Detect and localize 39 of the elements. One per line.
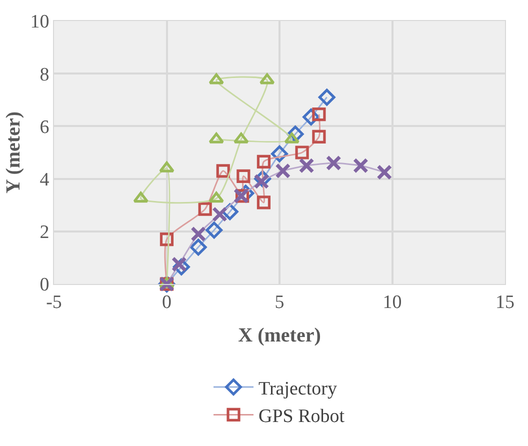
legend-label: GPS Robot xyxy=(258,406,346,428)
y-tick-label: 4 xyxy=(40,169,50,190)
x-tick-label: 10 xyxy=(382,292,402,313)
point xyxy=(133,192,148,203)
point xyxy=(298,158,314,174)
point xyxy=(212,206,228,222)
point xyxy=(208,192,224,203)
point xyxy=(234,132,249,144)
point xyxy=(254,174,270,190)
x-tick-label: 15 xyxy=(496,292,514,313)
point xyxy=(259,73,275,84)
x-tick-label: 0 xyxy=(162,292,172,313)
point xyxy=(198,202,212,216)
point xyxy=(312,130,326,144)
point xyxy=(326,155,342,171)
point xyxy=(190,238,207,256)
y-axis-title: Y (meter) xyxy=(2,112,25,194)
point xyxy=(160,232,174,246)
point xyxy=(190,226,206,242)
y-tick-label: 8 xyxy=(40,64,50,86)
x-tick-label: 5 xyxy=(274,292,284,313)
point xyxy=(159,161,174,172)
y-tick-label: 10 xyxy=(30,12,50,33)
point xyxy=(275,163,291,179)
y-tick-label: 2 xyxy=(40,222,50,244)
point xyxy=(208,73,224,84)
point xyxy=(256,154,271,168)
point xyxy=(236,169,250,183)
point xyxy=(256,196,271,210)
legend-label: Trajectory xyxy=(258,378,338,400)
point xyxy=(318,88,336,106)
y-tick-label: 6 xyxy=(40,116,50,138)
x-axis-title: X (meter) xyxy=(238,324,321,346)
point xyxy=(312,108,326,122)
point xyxy=(352,158,368,174)
point xyxy=(171,256,187,272)
point xyxy=(376,164,392,180)
point xyxy=(206,222,223,239)
point xyxy=(295,146,309,160)
